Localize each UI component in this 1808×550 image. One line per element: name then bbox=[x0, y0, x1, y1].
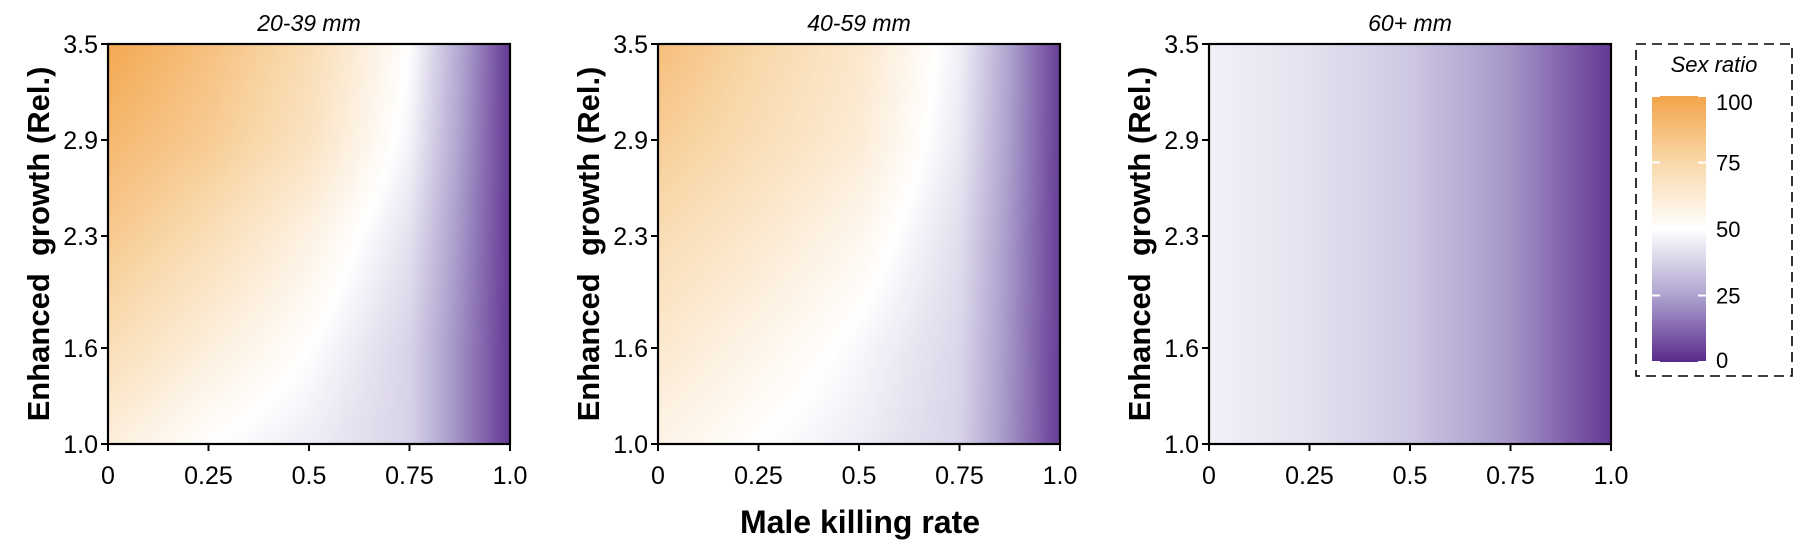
x-tick-label: 0.75 bbox=[1486, 462, 1535, 490]
legend-tick-label: 100 bbox=[1716, 90, 1753, 115]
x-tick-label: 0 bbox=[101, 462, 115, 490]
y-axis-label: Enhanced growth (Rel.) bbox=[21, 67, 56, 422]
legend-tick-label: 0 bbox=[1716, 348, 1728, 373]
panel-1: 20-39 mm 0 0.25 0.5 0.75 1.0 1.0 1.6 2.3 2.9 3.5En… bbox=[21, 10, 527, 490]
y-tick-label: 3.5 bbox=[1164, 31, 1199, 59]
x-tick-label: 0.25 bbox=[184, 462, 233, 490]
y-tick-label: 3.5 bbox=[613, 31, 648, 59]
x-tick-label: 1.0 bbox=[493, 462, 528, 490]
panel-title: 40-59 mm bbox=[807, 10, 911, 36]
x-tick-label: 0 bbox=[1202, 462, 1216, 490]
legend-colorbar bbox=[1652, 96, 1706, 362]
y-tick-label: 1.6 bbox=[63, 335, 98, 363]
panel-title: 20-39 mm bbox=[256, 10, 361, 36]
x-tick-label: 0 bbox=[651, 462, 665, 490]
y-tick-label: 2.9 bbox=[613, 127, 648, 155]
y-tick-label: 2.9 bbox=[63, 127, 98, 155]
y-tick-label: 1.0 bbox=[613, 431, 648, 459]
y-tick-label: 2.3 bbox=[63, 223, 98, 251]
legend-box bbox=[1635, 43, 1793, 377]
y-tick-label: 2.3 bbox=[613, 223, 648, 251]
panel-2: 40-59 mm 0 0.25 0.5 0.75 1.0 1.0 1.6 2.3 2.9 3.5En… bbox=[571, 10, 1077, 490]
x-tick-label: 1.0 bbox=[1043, 462, 1078, 490]
y-tick-label: 3.5 bbox=[63, 31, 98, 59]
heatmap-surface bbox=[658, 44, 1060, 444]
panel-title: 60+ mm bbox=[1368, 10, 1452, 36]
legend-tick-label: 75 bbox=[1716, 151, 1740, 176]
x-tick-label: 1.0 bbox=[1594, 462, 1629, 490]
x-tick-label: 0.25 bbox=[734, 462, 783, 490]
panel-3: 60+ mm 0 0.25 0.5 0.75 1.0 1.0 1.6 2.3 2.9 3.5Enha… bbox=[1122, 10, 1628, 490]
x-tick-label: 0.5 bbox=[842, 462, 877, 490]
y-tick-label: 1.0 bbox=[1164, 431, 1199, 459]
x-axis-label: Male killing rate bbox=[740, 504, 980, 540]
y-tick-label: 2.3 bbox=[1164, 223, 1199, 251]
heatmap-surface bbox=[108, 44, 510, 444]
x-tick-label: 0.5 bbox=[1393, 462, 1428, 490]
y-tick-label: 1.6 bbox=[613, 335, 648, 363]
heatmap-surface bbox=[1209, 44, 1611, 444]
legend-tick-label: 25 bbox=[1716, 284, 1740, 309]
x-tick-label: 0.75 bbox=[935, 462, 984, 490]
color-legend: Sex ratio 0 25 50 75 100 bbox=[1635, 43, 1793, 377]
y-axis-label: Enhanced growth (Rel.) bbox=[1122, 67, 1157, 422]
legend-tick-label: 50 bbox=[1716, 217, 1740, 242]
legend-title: Sex ratio bbox=[1671, 52, 1758, 77]
x-tick-label: 0.75 bbox=[385, 462, 434, 490]
y-tick-label: 1.0 bbox=[63, 431, 98, 459]
y-tick-label: 2.9 bbox=[1164, 127, 1199, 155]
y-tick-label: 1.6 bbox=[1164, 335, 1199, 363]
y-axis-label: Enhanced growth (Rel.) bbox=[571, 67, 606, 422]
x-tick-label: 0.5 bbox=[292, 462, 327, 490]
x-tick-label: 0.25 bbox=[1285, 462, 1334, 490]
